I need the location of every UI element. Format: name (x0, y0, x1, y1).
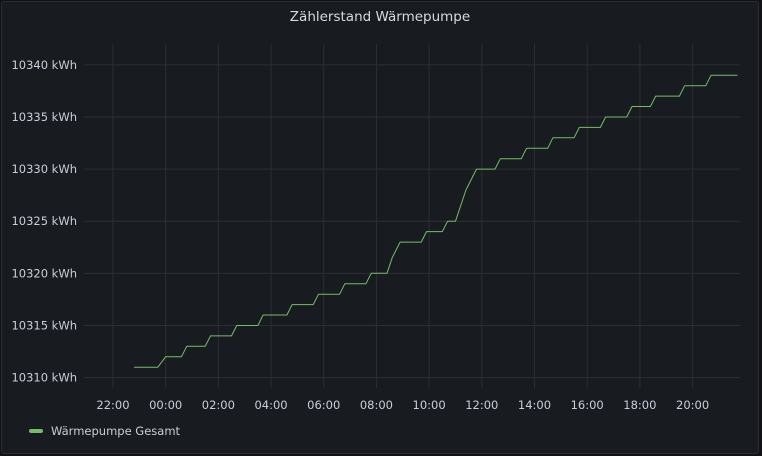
x-tick-label: 22:00 (96, 398, 129, 412)
y-tick-label: 10340 kWh (11, 58, 77, 72)
x-tick-label: 16:00 (571, 398, 604, 412)
y-tick-label: 10325 kWh (11, 214, 77, 228)
x-tick-label: 06:00 (307, 398, 340, 412)
legend-label[interactable]: Wärmepumpe Gesamt (51, 424, 181, 438)
series-line (134, 74, 738, 368)
y-tick-label: 10310 kWh (11, 371, 77, 385)
y-tick-label: 10330 kWh (11, 162, 77, 176)
series-layer (134, 74, 738, 368)
x-tick-label: 08:00 (360, 398, 393, 412)
y-tick-label: 10335 kWh (11, 110, 77, 124)
x-tick-label: 18:00 (623, 398, 656, 412)
x-tick-label: 04:00 (254, 398, 287, 412)
legend-swatch (29, 429, 43, 433)
y-tick-label: 10315 kWh (11, 318, 77, 332)
legend[interactable]: Wärmepumpe Gesamt (29, 424, 180, 438)
x-tick-label: 02:00 (202, 398, 235, 412)
x-tick-label: 14:00 (518, 398, 551, 412)
x-axis-ticks: 22:00 00:00 02:00 04:00 06:00 08:00 10:00 12:00… (96, 398, 709, 412)
y-tick-label: 10320 kWh (11, 266, 77, 280)
panel-title[interactable]: Zählerstand Wärmepumpe (289, 9, 471, 25)
grid (84, 44, 740, 388)
x-tick-label: 00:00 (149, 398, 182, 412)
x-tick-label: 20:00 (676, 398, 709, 412)
x-tick-label: 12:00 (465, 398, 498, 412)
y-axis-ticks: 10310 kWh 10315 kWh 10320 kWh 10325 kWh 1033… (11, 58, 77, 385)
x-tick-label: 10:00 (413, 398, 446, 412)
